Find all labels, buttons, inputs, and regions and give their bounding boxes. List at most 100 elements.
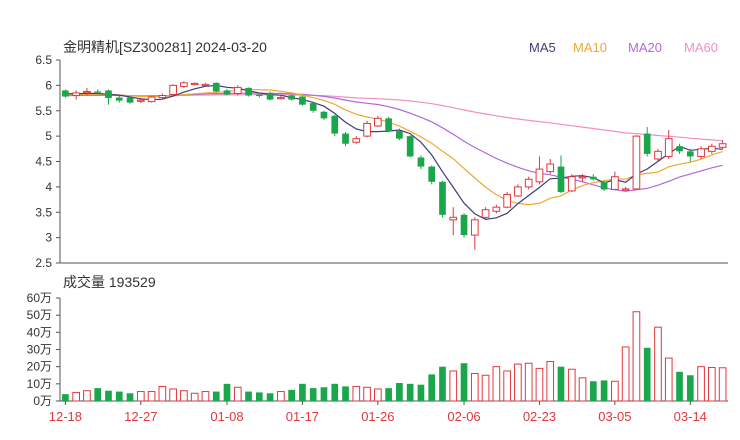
candle	[567, 174, 576, 192]
candle-body	[158, 95, 167, 99]
volume-bar	[62, 394, 69, 401]
candle	[697, 146, 705, 159]
candle-body	[385, 118, 392, 132]
candle-body	[546, 163, 555, 173]
legend-ma10: MA10	[573, 40, 607, 55]
volume-bar	[535, 367, 544, 402]
candle-body	[417, 157, 425, 167]
candle-body	[707, 145, 716, 152]
volume-bar	[363, 386, 371, 402]
volume-bar	[255, 392, 263, 401]
price-tick-label: 3.5	[35, 205, 52, 219]
candle-body	[94, 91, 102, 93]
price-tick-label: 2.5	[35, 256, 52, 270]
candle-body	[492, 206, 501, 212]
candle-body	[223, 90, 231, 95]
legend-ma60: MA60	[684, 40, 718, 55]
candle	[373, 115, 382, 127]
candle-body	[697, 148, 705, 157]
candle	[105, 89, 112, 105]
volume-bar	[373, 388, 382, 402]
legend-ma5: MA5	[529, 40, 556, 55]
candle	[449, 207, 458, 236]
candle-body	[406, 136, 414, 157]
volume-bar	[503, 370, 511, 402]
volume-bar	[567, 368, 576, 402]
candle	[126, 96, 134, 104]
volume-bar	[697, 366, 705, 402]
candle	[707, 143, 716, 154]
candle	[342, 132, 349, 147]
price-tick-label: 6.5	[35, 53, 52, 67]
candle	[352, 136, 361, 144]
volume-bar	[460, 363, 468, 401]
volume-bar	[320, 387, 328, 401]
candle	[632, 135, 641, 190]
candle	[503, 191, 511, 209]
candle	[557, 155, 565, 193]
date-x-axis: 12-18 12-27 01-08 01-17 01-26 02-06 02-23 03-05…	[49, 401, 707, 424]
volume-bar	[546, 361, 555, 402]
volume-bar	[277, 391, 285, 402]
candle	[309, 102, 317, 113]
volume-bar	[643, 347, 651, 401]
candle-body	[299, 96, 306, 105]
candle-body	[514, 186, 522, 197]
candle-body	[718, 143, 727, 148]
volume-bar	[190, 392, 199, 402]
candle-body	[72, 92, 81, 97]
candle-body	[352, 138, 361, 143]
candle	[201, 82, 210, 87]
legend-ma20: MA20	[628, 40, 662, 55]
volume-bar	[201, 391, 210, 402]
price-tick-label: 4.5	[35, 155, 52, 169]
candle	[417, 155, 425, 170]
volume-bar	[621, 346, 630, 402]
volume-bar	[676, 371, 683, 401]
candle-body	[105, 90, 112, 99]
candle	[288, 94, 295, 101]
candle-body	[503, 193, 511, 208]
date-tick-label: 01-26	[361, 409, 394, 424]
candle	[654, 148, 662, 162]
date-tick-label: 01-17	[286, 409, 319, 424]
candle	[115, 95, 123, 103]
candle	[255, 92, 263, 98]
candle	[83, 87, 91, 96]
candle	[600, 180, 608, 191]
volume-bar	[105, 390, 112, 401]
candle	[158, 93, 167, 100]
volume-bar	[589, 381, 597, 401]
volume-bar	[299, 383, 306, 401]
price-tick-label: 5	[45, 129, 52, 143]
volume-bar	[524, 362, 533, 402]
candle-body	[115, 97, 123, 101]
candle	[320, 110, 328, 120]
candle-body	[277, 97, 285, 100]
candle	[396, 128, 403, 141]
candle-body	[460, 214, 468, 236]
candle	[718, 140, 727, 150]
volume-bar	[417, 384, 425, 401]
candle-body	[233, 86, 242, 94]
ma60-line	[65, 94, 723, 142]
candle	[578, 174, 587, 182]
candle-body	[632, 135, 641, 190]
volume-bar	[654, 326, 662, 402]
date-tick-label: 12-18	[49, 409, 82, 424]
volume-tick-label: 20万	[27, 360, 52, 374]
volume-bar	[492, 366, 501, 402]
volume-bar	[600, 380, 608, 401]
volume-bar	[481, 374, 490, 402]
volume-bar	[169, 388, 177, 402]
candle	[331, 114, 339, 137]
volume-tick-label: 30万	[27, 343, 52, 357]
volume-bar	[158, 385, 167, 402]
candle-body	[342, 133, 349, 144]
candle	[470, 217, 479, 250]
candle-body	[567, 176, 576, 192]
date-tick-label: 01-08	[210, 409, 243, 424]
volume-bar	[385, 388, 392, 401]
candle	[406, 135, 414, 158]
